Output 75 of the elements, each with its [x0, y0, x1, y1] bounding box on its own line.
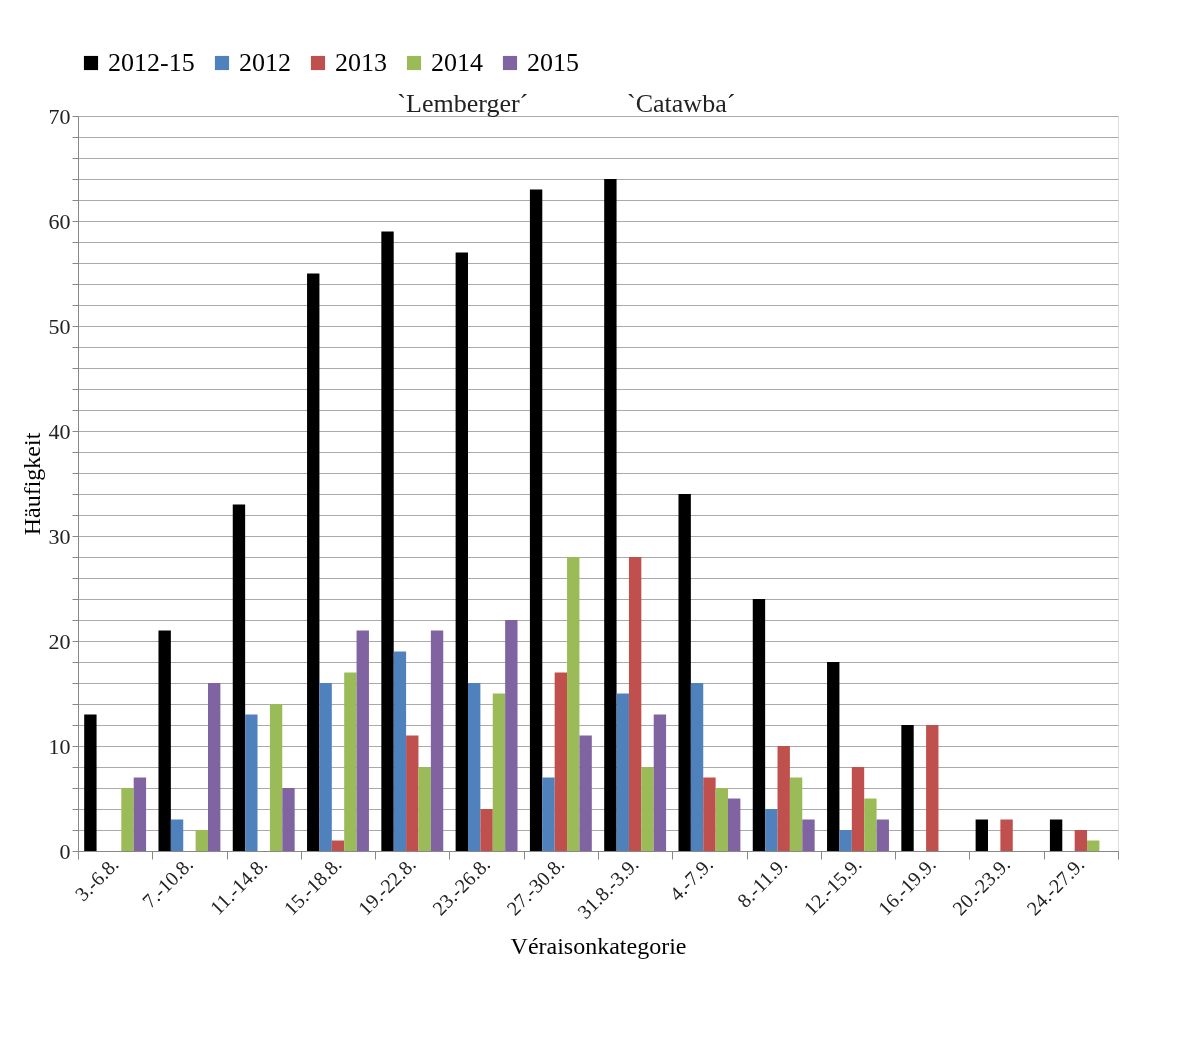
bar [616, 693, 629, 851]
bar [430, 630, 444, 851]
y-tick-label: 30 [48, 523, 71, 549]
bar [802, 819, 815, 851]
y-tick-label: 70 [48, 103, 71, 129]
bar [269, 704, 283, 851]
legend-label: 2015 [527, 48, 579, 77]
y-tick-label: 20 [48, 628, 71, 654]
legend-label: 2012-15 [108, 48, 195, 77]
bar [1074, 830, 1088, 851]
bar [158, 630, 171, 851]
y-tick-label: 50 [48, 313, 71, 339]
bar [864, 798, 877, 851]
bar [690, 683, 704, 851]
bar [208, 683, 221, 851]
bar [455, 252, 468, 851]
bar [282, 788, 295, 851]
y-axis-title: Häufigkeit [18, 432, 45, 536]
bar [827, 662, 840, 851]
bar [356, 630, 369, 851]
legend-label: 2014 [431, 48, 483, 77]
bar [901, 725, 914, 851]
bar [752, 599, 766, 851]
y-tick-label: 60 [48, 208, 71, 234]
bar [245, 714, 258, 851]
bar [628, 557, 642, 851]
bar [468, 683, 481, 851]
bar [777, 746, 790, 851]
x-axis-title: Véraisonkategorie [510, 932, 687, 959]
bar [975, 819, 988, 851]
bar [381, 231, 394, 851]
bar [232, 504, 246, 851]
bar [319, 683, 332, 851]
legend-label: 2013 [335, 48, 387, 77]
bar [604, 179, 617, 851]
bar [678, 494, 691, 851]
y-tick-label: 40 [48, 418, 71, 444]
bar [839, 830, 852, 851]
bar [406, 735, 419, 851]
bar [84, 714, 97, 851]
y-tick-label: 10 [48, 733, 71, 759]
bar [554, 672, 568, 851]
bar [529, 189, 543, 851]
bar [641, 767, 654, 851]
bar [715, 788, 728, 851]
bar [567, 557, 580, 851]
bar [765, 809, 778, 851]
bar [170, 819, 184, 851]
y-tick-label: 0 [59, 838, 71, 864]
annotation: `Catawba´ [627, 89, 736, 118]
bar [492, 693, 506, 851]
bar [1087, 840, 1100, 851]
bar [703, 777, 716, 851]
bar [505, 620, 518, 851]
bar [579, 735, 592, 851]
bar [393, 651, 407, 851]
bar [851, 767, 865, 851]
bar [876, 819, 889, 851]
bar [418, 767, 431, 851]
bar [195, 830, 208, 851]
bar [789, 777, 803, 851]
bar [307, 273, 320, 851]
bar [133, 777, 147, 851]
annotation: `Lemberger´ [397, 89, 529, 118]
bar [480, 809, 493, 851]
legend-label: 2012 [239, 48, 291, 77]
bar [331, 840, 345, 851]
bar [121, 788, 134, 851]
bar [344, 672, 357, 851]
bar [728, 798, 741, 851]
bar [926, 725, 939, 851]
bar [542, 777, 555, 851]
bar [1049, 819, 1063, 851]
bar [1000, 819, 1013, 851]
bar [653, 714, 667, 851]
